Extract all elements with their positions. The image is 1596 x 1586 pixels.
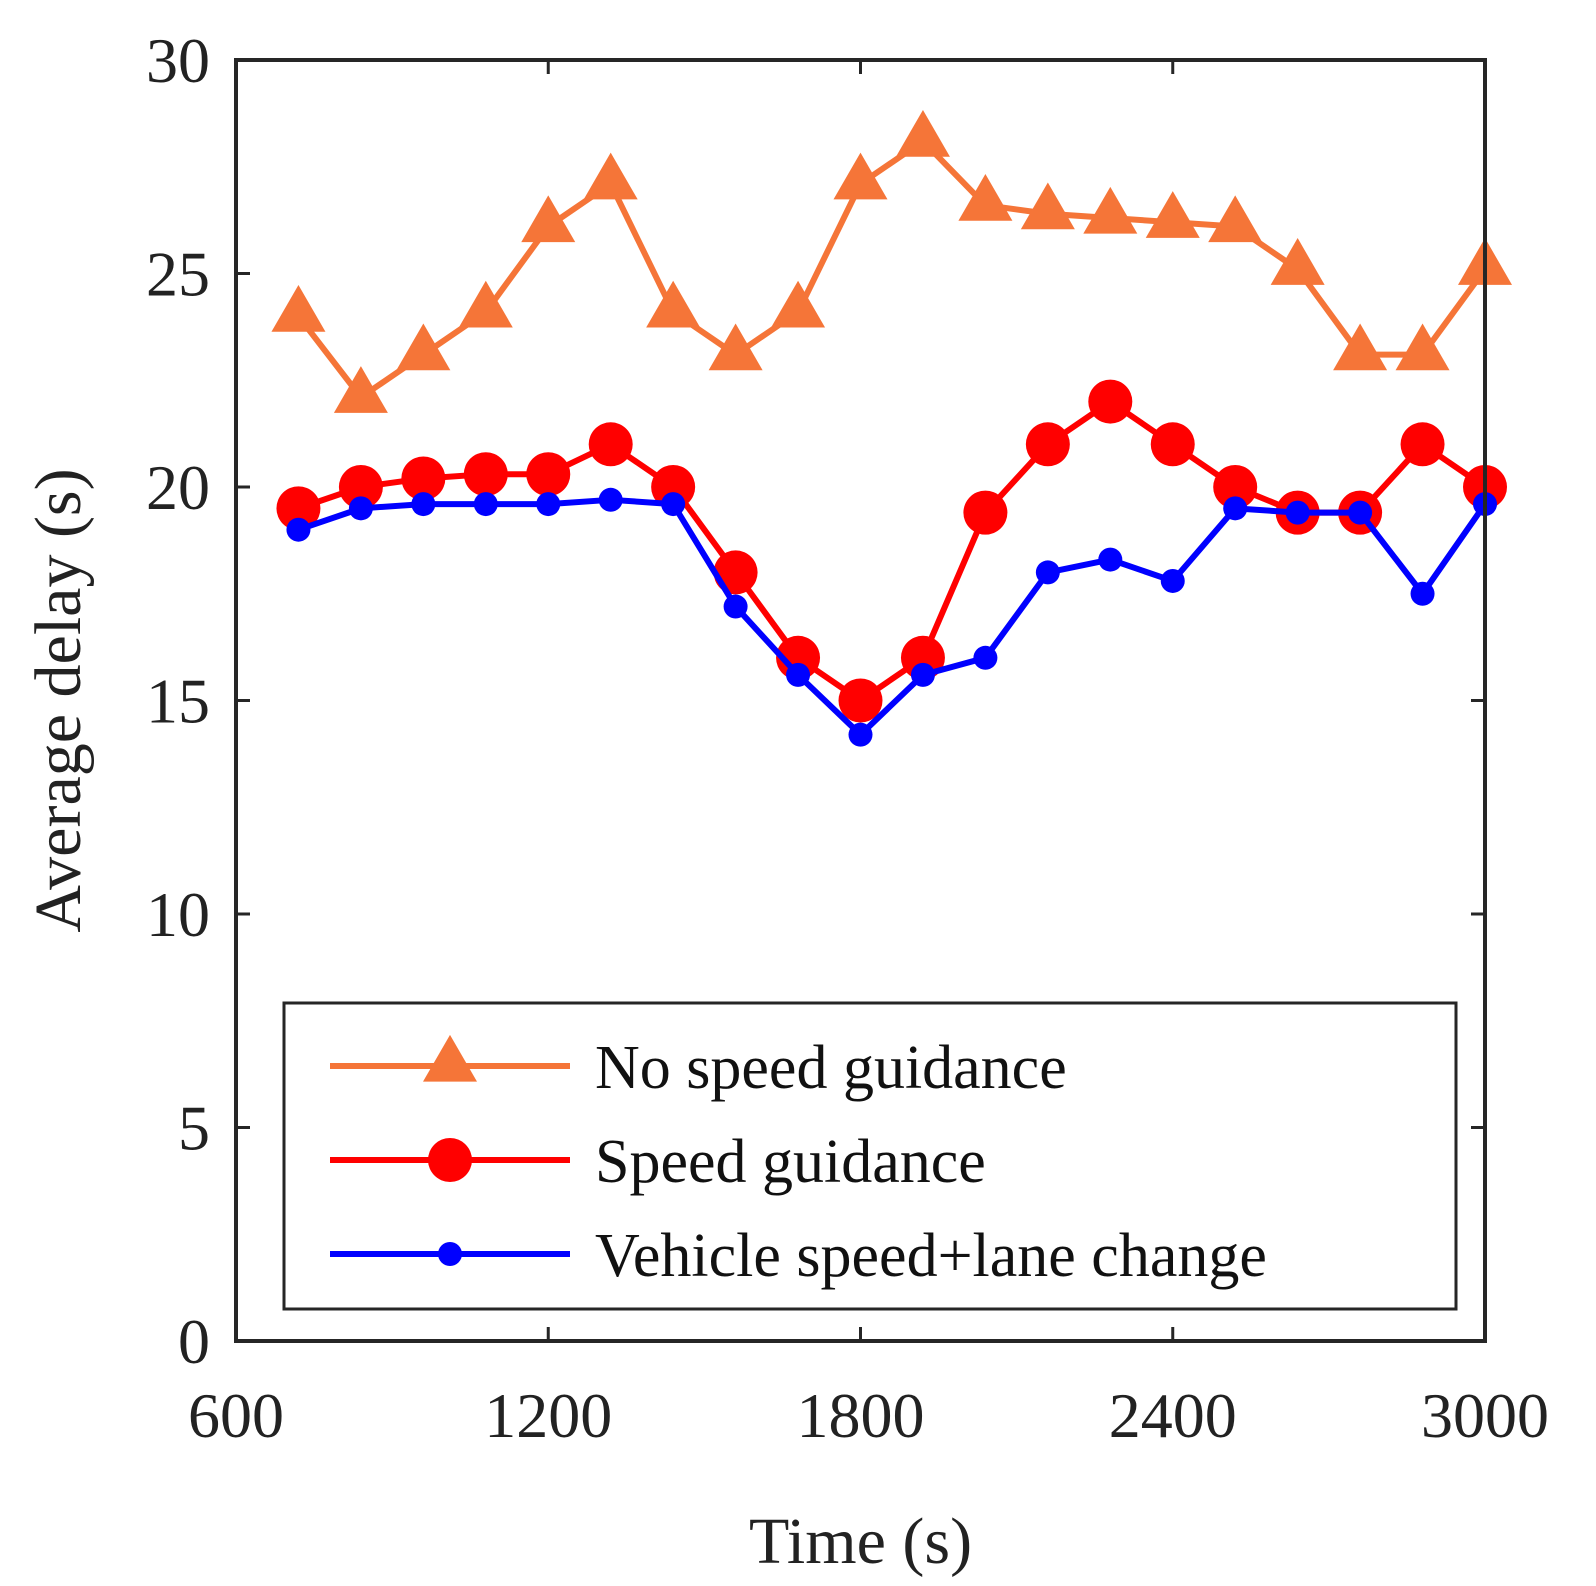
legend-label: Speed guidance (595, 1128, 986, 1196)
data-point (271, 285, 326, 332)
data-point (458, 280, 513, 328)
y-tick-label: 30 (146, 25, 210, 96)
legend-label: No speed guidance (595, 1034, 1067, 1102)
data-point (963, 490, 1008, 535)
data-point (723, 594, 748, 619)
x-tick-label: 1200 (484, 1380, 612, 1451)
data-point (463, 452, 508, 497)
data-point (1333, 323, 1388, 371)
data-point (521, 195, 576, 243)
legend: No speed guidance Speed guidance Vehicle s… (282, 1001, 1458, 1311)
data-point (708, 323, 763, 371)
data-point (1208, 195, 1263, 243)
data-point (1020, 182, 1075, 230)
data-point (536, 492, 561, 517)
series-line (297, 398, 1487, 704)
x-tick-label: 600 (188, 1380, 284, 1451)
y-tick-label: 15 (146, 666, 210, 737)
data-point (1400, 422, 1445, 467)
x-tick-label: 3000 (1421, 1380, 1549, 1451)
data-point (848, 722, 873, 747)
data-point (646, 280, 701, 328)
data-point (473, 492, 498, 517)
data-point (1035, 560, 1060, 585)
legend-marker (428, 1138, 472, 1182)
data-point (651, 465, 696, 509)
series-layer (271, 109, 1512, 747)
plot-frame (234, 58, 1487, 1343)
data-point (396, 323, 451, 371)
data-point (958, 174, 1013, 221)
data-point (411, 492, 436, 517)
data-point (910, 662, 935, 687)
y-tick-label: 5 (178, 1093, 210, 1164)
data-point (776, 635, 821, 680)
x-tick-label: 2400 (1109, 1380, 1237, 1451)
data-point (1395, 323, 1450, 371)
data-point (1285, 500, 1310, 525)
data-point (973, 645, 998, 670)
data-point (786, 662, 811, 687)
data-point (401, 456, 446, 501)
data-point (895, 109, 950, 157)
data-point (526, 452, 571, 497)
data-point (1098, 547, 1123, 572)
y-tick-label: 10 (146, 879, 210, 950)
series-1 (276, 379, 1507, 723)
legend-marker (423, 1034, 477, 1082)
data-point (1088, 379, 1133, 424)
legend-entries: No speed guidance Speed guidance Vehicle s… (330, 1034, 1267, 1290)
y-tick-label: 25 (146, 239, 210, 310)
series-line (297, 496, 1488, 738)
data-point (338, 465, 383, 509)
data-point (598, 487, 623, 512)
y-tick-label: 20 (146, 452, 210, 523)
data-point (661, 492, 686, 517)
data-point (1083, 186, 1138, 234)
legend-marker (438, 1242, 462, 1266)
legend-entry: Speed guidance (330, 1128, 986, 1196)
data-point (588, 422, 633, 467)
data-point (1348, 500, 1373, 525)
data-point (1270, 238, 1325, 285)
legend-label: Vehicle speed+lane change (595, 1222, 1267, 1290)
legend-entry: No speed guidance (330, 1034, 1067, 1102)
data-point (1223, 496, 1248, 521)
data-point (1213, 465, 1258, 509)
data-point (1410, 581, 1435, 606)
y-axis-title: Average delay (s) (22, 468, 95, 932)
y-tick-label: 0 (178, 1306, 210, 1377)
series-2 (286, 487, 1497, 747)
data-point (838, 678, 883, 723)
legend-box (282, 1001, 1458, 1311)
data-point (333, 366, 388, 413)
data-point (771, 280, 826, 328)
data-point (583, 152, 638, 200)
data-point (348, 496, 373, 521)
data-point (276, 486, 321, 531)
x-tick-label: 1800 (797, 1380, 925, 1451)
x-axis-title: Time (s) (749, 1505, 972, 1578)
data-point (1145, 191, 1200, 238)
data-point (833, 152, 888, 200)
data-point (1160, 568, 1185, 593)
legend-entry: Vehicle speed+lane change (330, 1222, 1267, 1290)
tick-labels: 600 1200 1800 2400 3000 0 5 10 15 20 25 30 (146, 25, 1549, 1451)
data-point (713, 550, 758, 595)
data-point (1025, 422, 1070, 467)
data-point (1150, 422, 1195, 467)
data-point (286, 517, 311, 542)
series-0 (271, 109, 1512, 413)
